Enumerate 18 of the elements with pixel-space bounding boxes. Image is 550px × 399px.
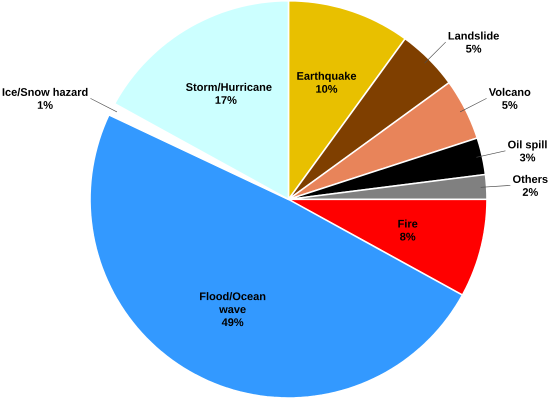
- slice-label: Ice/Snow hazard: [2, 88, 88, 96]
- data-label: 5%: [466, 44, 482, 53]
- slice-label: Storm/Hurricane: [186, 82, 272, 92]
- slice-label: Oil spill: [508, 140, 547, 151]
- data-label: 8%: [400, 232, 416, 241]
- slice-label: Others: [513, 175, 548, 184]
- data-label: 3%: [520, 154, 536, 162]
- slice-label: Earthquake: [297, 72, 356, 82]
- data-label: 1%: [38, 101, 53, 109]
- data-label: 2%: [522, 188, 538, 196]
- slice-label: Landslide: [448, 32, 499, 40]
- slice-label: Fire: [398, 220, 418, 228]
- data-label: 5%: [502, 101, 518, 110]
- slice-label: Volcano: [488, 88, 530, 96]
- slice-label: Flood/Ocean wave: [200, 292, 266, 314]
- data-label: 10%: [316, 85, 338, 93]
- data-label: 49%: [222, 318, 244, 326]
- data-label: 17%: [216, 96, 237, 104]
